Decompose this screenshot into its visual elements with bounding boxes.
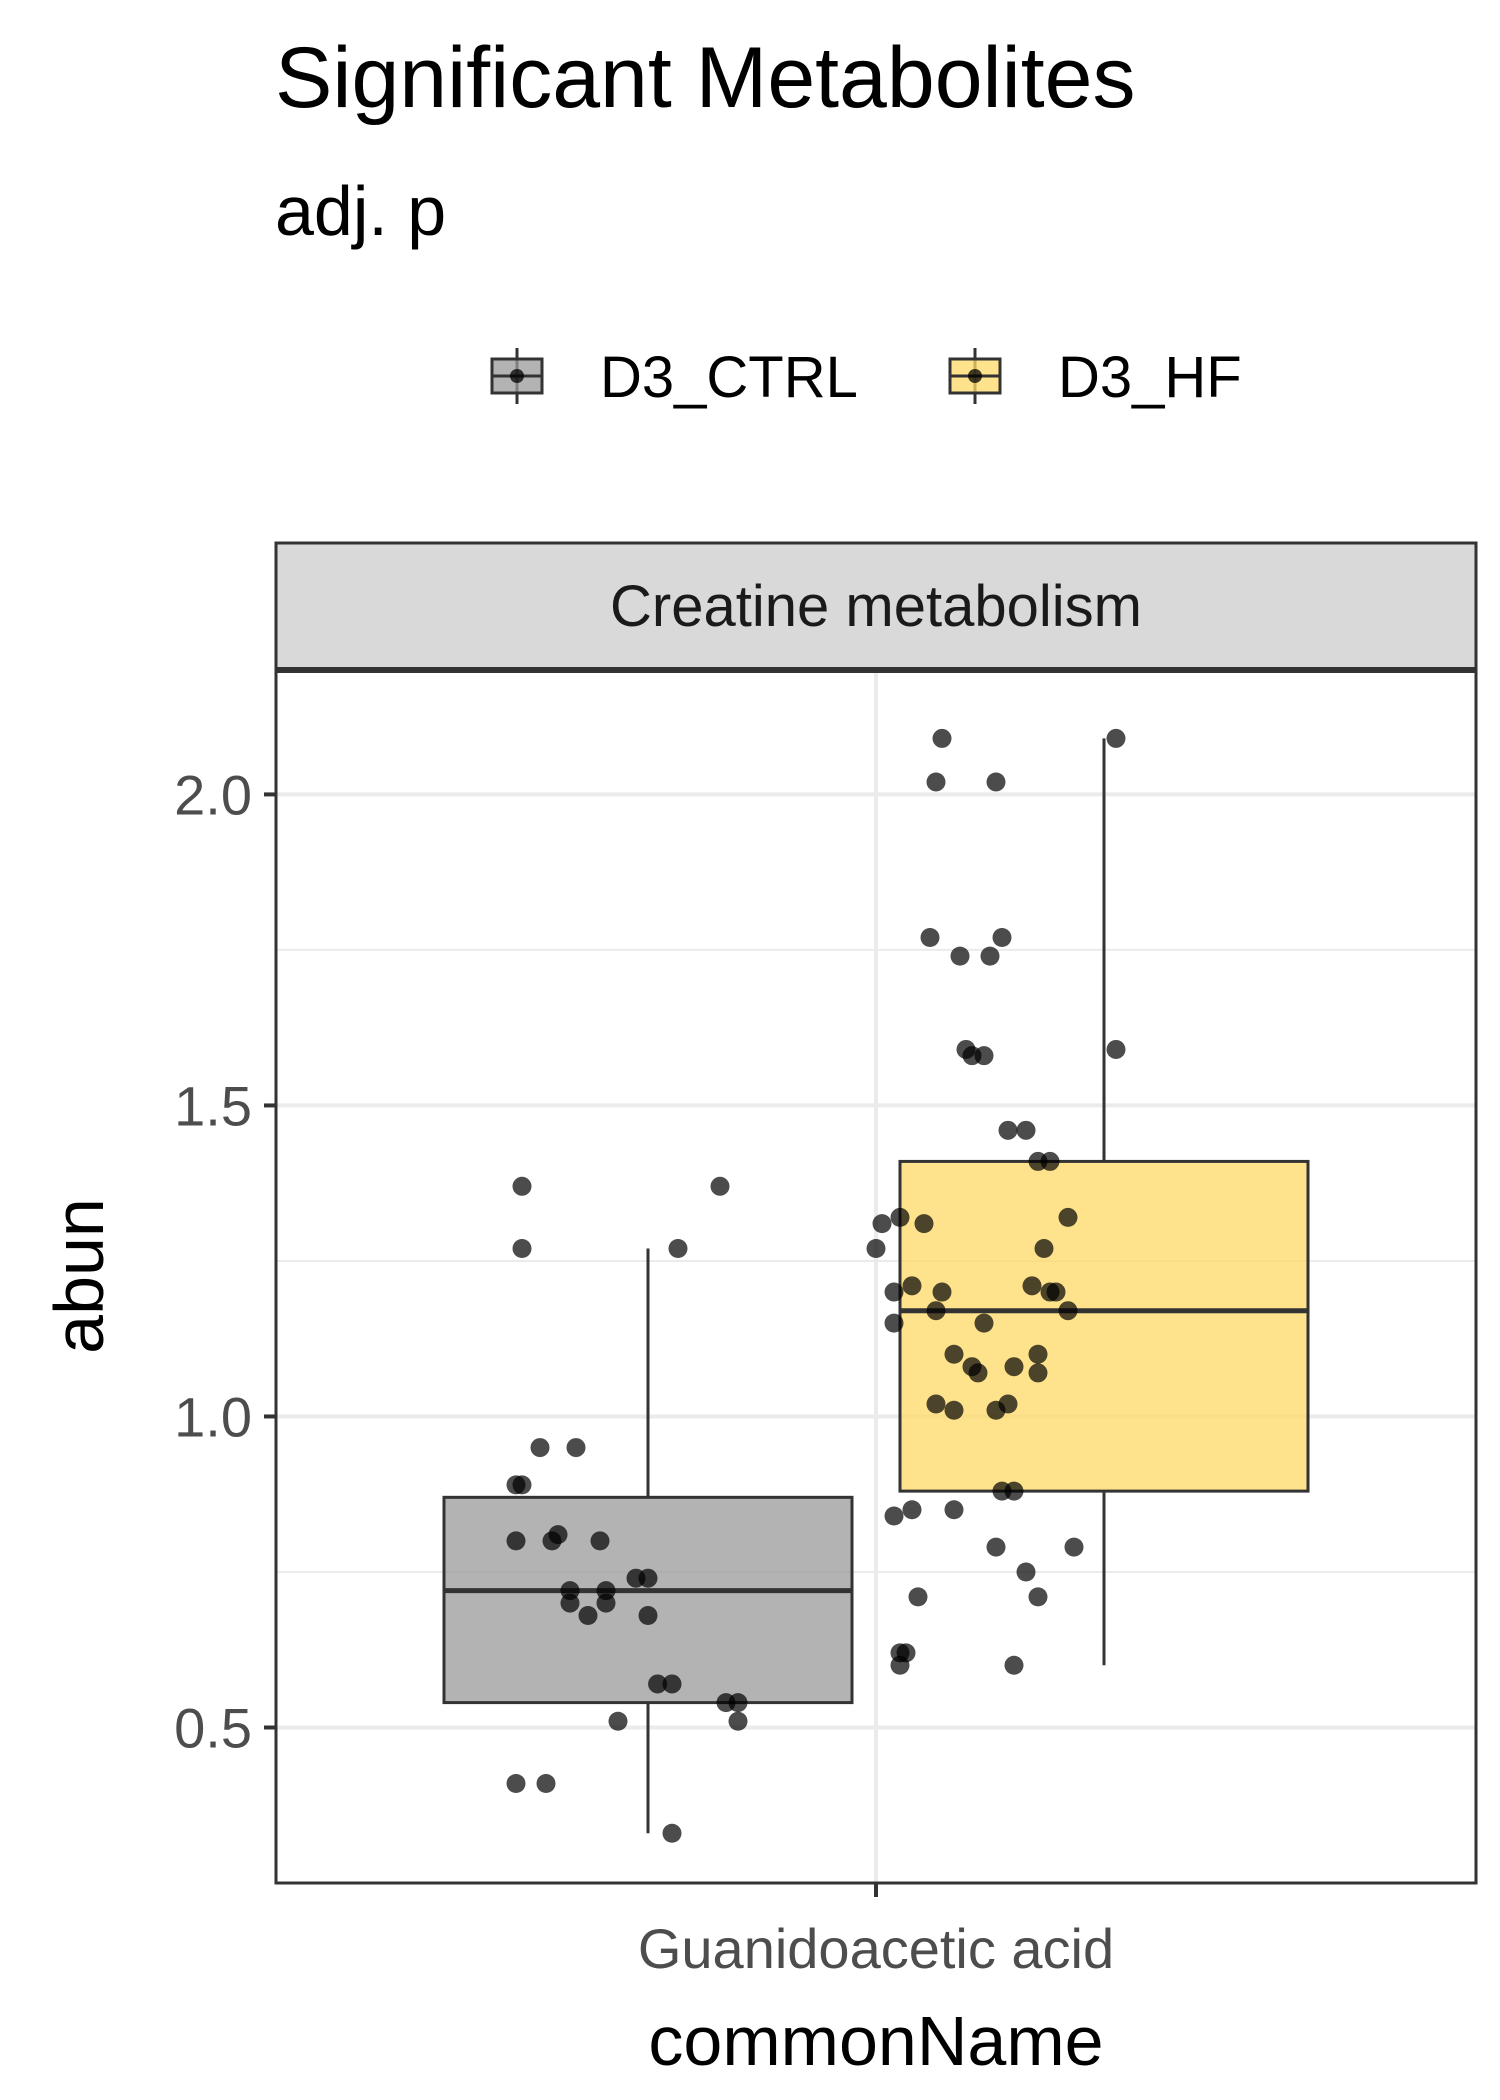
data-point bbox=[530, 1438, 550, 1458]
x-tick-label: Guanidoacetic acid bbox=[638, 1917, 1114, 1980]
data-point bbox=[932, 1282, 952, 1302]
data-point bbox=[590, 1531, 610, 1551]
data-point bbox=[1028, 1344, 1048, 1364]
legend-label: D3_CTRL bbox=[600, 345, 858, 410]
data-point bbox=[908, 1587, 928, 1607]
data-point bbox=[710, 1176, 730, 1196]
box bbox=[442, 1495, 854, 1705]
data-point bbox=[1004, 1655, 1024, 1675]
data-point bbox=[980, 946, 1000, 966]
data-point bbox=[1058, 1301, 1078, 1321]
boxplots bbox=[442, 738, 1310, 1834]
data-point bbox=[662, 1674, 682, 1694]
data-point bbox=[944, 1400, 964, 1420]
x-axis-title: commonName bbox=[648, 2002, 1103, 2080]
y-tick-label: 2.0 bbox=[174, 763, 252, 826]
data-point bbox=[944, 1500, 964, 1520]
data-point bbox=[932, 728, 952, 748]
data-point bbox=[668, 1239, 688, 1259]
data-point bbox=[578, 1606, 598, 1626]
facet-strip bbox=[274, 541, 1478, 672]
legend-item-D3_CTRL: D3_CTRL bbox=[490, 345, 858, 410]
data-point bbox=[902, 1276, 922, 1296]
chart-subtitle: adj. p bbox=[275, 172, 446, 250]
data-point bbox=[1040, 1151, 1060, 1171]
data-point bbox=[1016, 1120, 1036, 1140]
data-point bbox=[974, 1046, 994, 1066]
data-point bbox=[884, 1506, 904, 1526]
data-point bbox=[648, 1674, 668, 1694]
data-point bbox=[986, 1537, 1006, 1557]
data-point bbox=[1028, 1587, 1048, 1607]
data-point bbox=[974, 1313, 994, 1333]
data-point bbox=[1004, 1481, 1024, 1501]
legend: D3_CTRL D3_HF bbox=[490, 345, 1242, 410]
data-point bbox=[566, 1438, 586, 1458]
legend-key-point bbox=[968, 369, 982, 383]
x-axis: Guanidoacetic acid bbox=[638, 1883, 1114, 1980]
data-point bbox=[902, 1500, 922, 1520]
data-point bbox=[512, 1239, 532, 1259]
boxplot-D3_CTRL bbox=[442, 1248, 854, 1834]
y-tick-label: 1.5 bbox=[174, 1074, 252, 1137]
data-point bbox=[1034, 1239, 1054, 1259]
data-point bbox=[512, 1475, 532, 1495]
data-point bbox=[596, 1593, 616, 1613]
data-point bbox=[662, 1823, 682, 1843]
data-point bbox=[998, 1394, 1018, 1414]
data-point bbox=[1106, 728, 1126, 748]
y-axis-title: abun bbox=[40, 1198, 118, 1354]
data-point bbox=[968, 1363, 988, 1383]
data-point bbox=[890, 1655, 910, 1675]
data-point bbox=[890, 1207, 910, 1227]
data-point bbox=[884, 1282, 904, 1302]
data-point bbox=[866, 1239, 886, 1259]
data-point bbox=[638, 1606, 658, 1626]
y-tick-label: 0.5 bbox=[174, 1696, 252, 1759]
data-point bbox=[926, 1394, 946, 1414]
data-point bbox=[920, 927, 940, 947]
data-point bbox=[986, 772, 1006, 792]
data-point bbox=[1022, 1276, 1042, 1296]
chart-title: Significant Metabolites bbox=[275, 30, 1135, 126]
data-point bbox=[926, 772, 946, 792]
data-point bbox=[992, 927, 1012, 947]
boxplot-D3_HF bbox=[898, 738, 1310, 1666]
data-point bbox=[512, 1176, 532, 1196]
data-point bbox=[1028, 1363, 1048, 1383]
data-point bbox=[728, 1693, 748, 1713]
facet-strip-label: Creatine metabolism bbox=[610, 574, 1142, 639]
data-point bbox=[560, 1593, 580, 1613]
data-point bbox=[1064, 1537, 1084, 1557]
data-point bbox=[1106, 1039, 1126, 1059]
legend-label: D3_HF bbox=[1058, 345, 1242, 410]
data-points bbox=[506, 728, 1126, 1843]
data-point bbox=[1046, 1282, 1066, 1302]
data-point bbox=[506, 1531, 526, 1551]
data-point bbox=[608, 1711, 628, 1731]
legend-item-D3_HF: D3_HF bbox=[948, 345, 1242, 410]
data-point bbox=[884, 1313, 904, 1333]
data-point bbox=[944, 1344, 964, 1364]
legend-key-point bbox=[510, 369, 524, 383]
data-point bbox=[914, 1214, 934, 1234]
box bbox=[898, 1159, 1310, 1493]
data-point bbox=[728, 1711, 748, 1731]
data-point bbox=[536, 1773, 556, 1793]
data-point bbox=[926, 1301, 946, 1321]
data-point bbox=[998, 1120, 1018, 1140]
data-point bbox=[638, 1568, 658, 1588]
data-point bbox=[1004, 1357, 1024, 1377]
data-point bbox=[548, 1525, 568, 1545]
data-point bbox=[1058, 1207, 1078, 1227]
data-point bbox=[1016, 1562, 1036, 1582]
data-point bbox=[872, 1214, 892, 1234]
data-point bbox=[950, 946, 970, 966]
y-axis: 0.5 1.0 1.5 2.0 bbox=[174, 763, 276, 1759]
data-point bbox=[506, 1773, 526, 1793]
y-tick-label: 1.0 bbox=[174, 1385, 252, 1448]
